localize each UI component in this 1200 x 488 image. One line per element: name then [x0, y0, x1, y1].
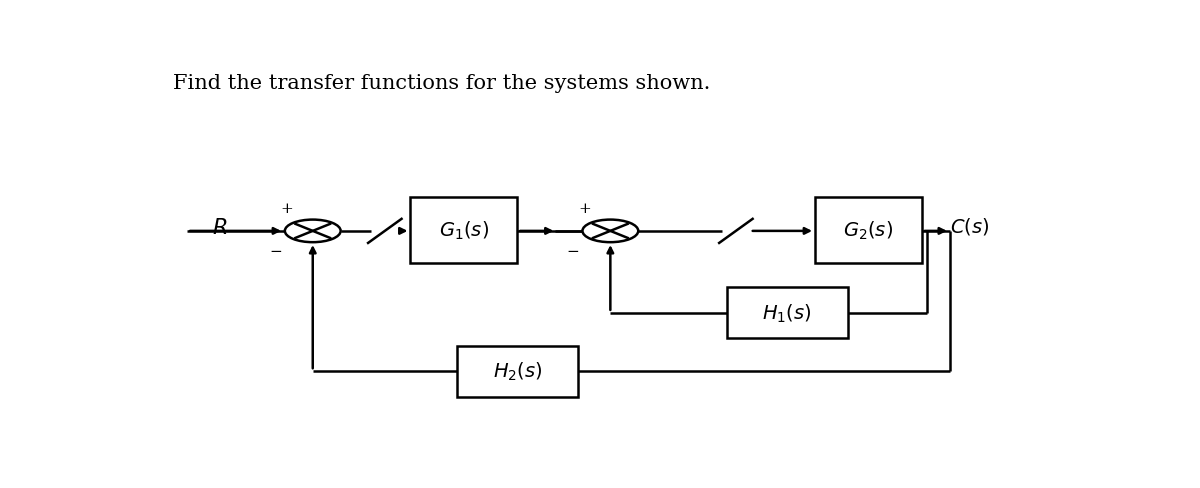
Bar	[815, 198, 922, 264]
Bar	[410, 198, 517, 264]
Text: $H_1(s)$: $H_1(s)$	[762, 302, 812, 324]
Circle shape	[284, 220, 341, 243]
Bar	[457, 346, 578, 397]
Bar	[727, 288, 847, 339]
Text: +: +	[281, 202, 293, 216]
Text: −: −	[566, 244, 580, 259]
Text: Find the transfer functions for the systems shown.: Find the transfer functions for the syst…	[173, 74, 710, 93]
Text: $H_2(s)$: $H_2(s)$	[492, 360, 542, 383]
Text: −: −	[269, 244, 282, 259]
Text: +: +	[578, 202, 590, 216]
Text: $G_2(s)$: $G_2(s)$	[844, 219, 894, 242]
Text: $C(s)$: $C(s)$	[950, 215, 989, 236]
Text: $R$: $R$	[212, 217, 228, 239]
Text: $G_1(s)$: $G_1(s)$	[439, 219, 488, 242]
Circle shape	[582, 220, 638, 243]
